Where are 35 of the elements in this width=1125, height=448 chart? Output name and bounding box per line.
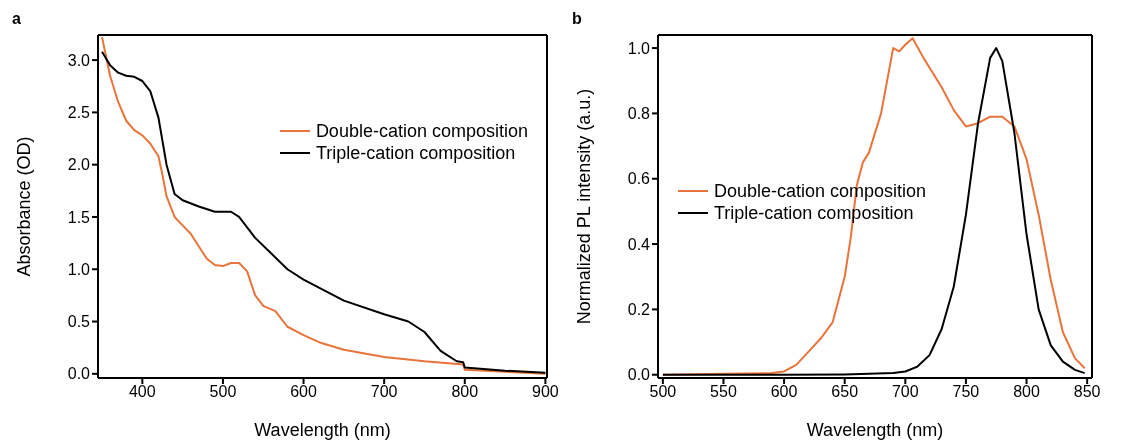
y-axis-title: Normalized PL intensity (a.u.) (574, 88, 595, 325)
x-tick-label: 900 (532, 383, 559, 401)
x-tick-label: 600 (770, 383, 798, 401)
y-axis-title: Absorbance (OD) (14, 136, 35, 277)
y-tick-label: 2.0 (67, 156, 91, 174)
x-axis-title: Wavelength (nm) (806, 420, 944, 440)
x-tick-label: 500 (649, 383, 677, 401)
y-tick-label: 2.5 (67, 104, 91, 122)
x-tick-label: 700 (891, 383, 919, 401)
x-tick-label: 600 (290, 383, 317, 401)
y-tick-label: 0.8 (627, 105, 651, 123)
legend-label: Triple-cation composition (315, 142, 516, 164)
y-tick-label: 0.4 (627, 235, 651, 253)
y-tick-label: 0.0 (627, 366, 651, 384)
x-tick-label: 500 (209, 383, 237, 401)
y-tick-label: 1.5 (67, 208, 91, 226)
x-tick-label: 650 (831, 383, 859, 401)
y-tick-label: 3.0 (67, 51, 91, 69)
x-tick-label: 700 (370, 383, 398, 401)
y-tick-label: 1.0 (67, 260, 91, 278)
x-tick-label: 400 (128, 383, 156, 401)
legend-label: Double-cation composition (315, 120, 528, 142)
y-tick-label: 0.5 (67, 313, 91, 331)
x-tick-label: 550 (710, 383, 737, 401)
x-tick-label: 850 (1073, 383, 1101, 401)
x-tick-label: 750 (952, 383, 980, 401)
y-tick-label: 0.0 (67, 365, 91, 383)
y-tick-label: 1.0 (627, 39, 651, 57)
chart-title: b (572, 10, 582, 28)
x-axis-title: Wavelength (nm) (254, 420, 391, 440)
y-tick-label: 0.2 (627, 301, 651, 319)
chart-title: a (12, 10, 21, 28)
x-tick-label: 800 (451, 383, 479, 401)
x-tick-label: 800 (1013, 383, 1040, 401)
y-tick-label: 0.6 (627, 170, 651, 188)
